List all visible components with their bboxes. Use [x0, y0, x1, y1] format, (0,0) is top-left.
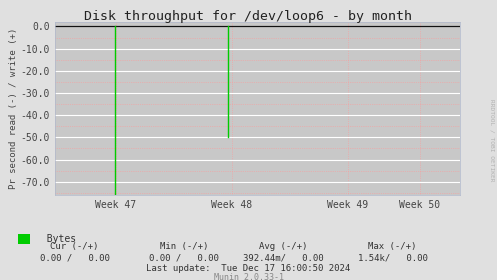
Text: 1.54k/   0.00: 1.54k/ 0.00	[358, 253, 427, 262]
Text: Munin 2.0.33-1: Munin 2.0.33-1	[214, 273, 283, 280]
Text: Max (-/+): Max (-/+)	[368, 242, 417, 251]
Y-axis label: Pr second read (-) / write (+): Pr second read (-) / write (+)	[9, 28, 18, 189]
Text: 0.00 /   0.00: 0.00 / 0.00	[40, 253, 109, 262]
Text: 392.44m/   0.00: 392.44m/ 0.00	[243, 253, 324, 262]
Text: Bytes: Bytes	[35, 234, 76, 244]
Text: Min (-/+): Min (-/+)	[160, 242, 208, 251]
Text: Disk throughput for /dev/loop6 - by month: Disk throughput for /dev/loop6 - by mont…	[84, 10, 413, 23]
Text: Avg (-/+): Avg (-/+)	[259, 242, 308, 251]
Text: Last update:  Tue Dec 17 16:00:50 2024: Last update: Tue Dec 17 16:00:50 2024	[147, 264, 350, 273]
Text: 0.00 /   0.00: 0.00 / 0.00	[149, 253, 219, 262]
Text: RRDTOOL / TOBI OETIKER: RRDTOOL / TOBI OETIKER	[490, 99, 495, 181]
Text: Cur (-/+): Cur (-/+)	[50, 242, 99, 251]
